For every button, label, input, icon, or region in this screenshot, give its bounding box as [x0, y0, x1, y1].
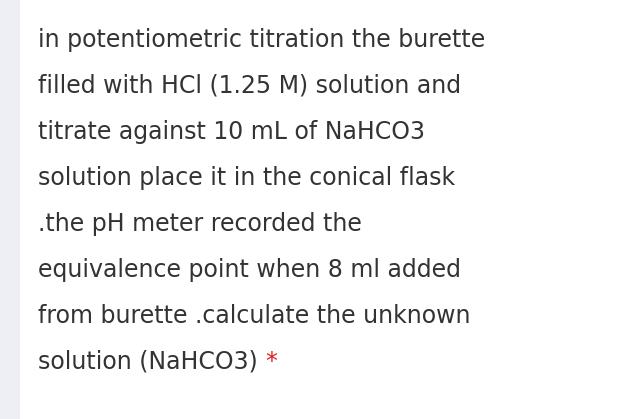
Text: solution (NaHCO3): solution (NaHCO3) [38, 350, 265, 374]
Text: solution place it in the conical flask: solution place it in the conical flask [38, 166, 455, 190]
Text: in potentiometric titration the burette: in potentiometric titration the burette [38, 28, 485, 52]
Bar [0, 0, 20, 419]
Text: *: * [265, 350, 277, 374]
Text: filled with HCl (1.25 M) solution and: filled with HCl (1.25 M) solution and [38, 74, 461, 98]
Text: equivalence point when 8 ml added: equivalence point when 8 ml added [38, 258, 461, 282]
Text: solution (NaHCO3): solution (NaHCO3) [38, 350, 265, 374]
Text: .the pH meter recorded the: .the pH meter recorded the [38, 212, 362, 236]
Text: from burette .calculate the unknown: from burette .calculate the unknown [38, 304, 471, 328]
Text: titrate against 10 mL of NaHCO3: titrate against 10 mL of NaHCO3 [38, 120, 425, 144]
